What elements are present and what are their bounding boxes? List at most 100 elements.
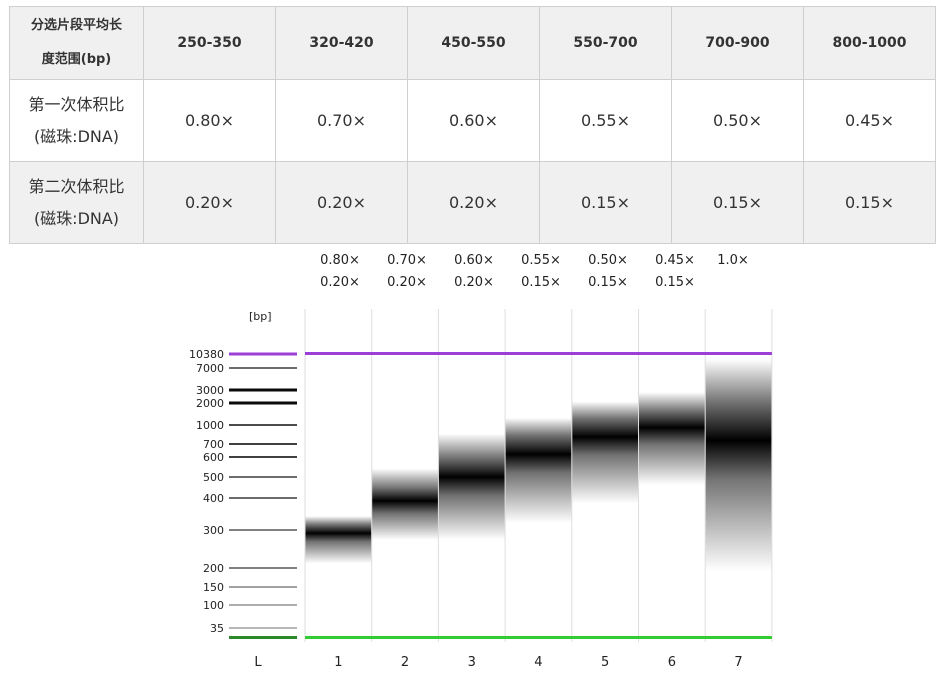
sample-smear-lane-6 <box>639 392 705 485</box>
ladder-size-label: 500 <box>203 471 224 484</box>
sample-smear-lane-1 <box>305 516 372 564</box>
ladder-band <box>229 586 297 588</box>
size-range-header: 450-550 <box>407 6 540 80</box>
lane-number-label: 2 <box>401 655 409 670</box>
row-label-line-1: 第二次体积比 <box>28 176 125 196</box>
sample-smear-lane-2 <box>372 468 438 540</box>
ratio-cell: 0.50× <box>671 79 804 162</box>
upper-marker-line <box>305 352 772 355</box>
lane-number-label: 5 <box>601 655 609 670</box>
ladder-size-label: 10380 <box>189 348 224 361</box>
row-label-cell: 第一次体积比 (磁珠:DNA) <box>9 79 144 162</box>
second-ratio-text: 0.20× <box>320 275 360 290</box>
ladder-size-label: 300 <box>203 524 224 537</box>
ladder-size-label: 1000 <box>196 419 224 432</box>
lane-ratio-label: 0.55× 0.15× <box>516 250 566 294</box>
sample-smear-lane-3 <box>438 433 505 540</box>
ratio-cell: 0.60× <box>407 79 540 162</box>
lane-ratio-label: 1.0× <box>708 250 758 272</box>
header-label-cell: 分选片段平均长 度范围(bp) <box>9 6 144 80</box>
second-ratio-text: 0.15× <box>521 275 561 290</box>
sample-smear-lane-5 <box>572 401 638 504</box>
lane-number-label: 6 <box>668 655 676 670</box>
ladder-band <box>229 388 297 392</box>
ratio-cell: 0.45× <box>803 79 936 162</box>
ratio-cell: 0.20× <box>275 161 408 244</box>
lane-number-label: 3 <box>468 655 476 670</box>
gel-labels: [bp] L 1 2 3 4 5 6 7 <box>249 310 743 670</box>
ladder-band <box>229 443 297 445</box>
ladder-lane-background <box>229 309 297 642</box>
lane-background <box>305 309 372 642</box>
lower-marker-line <box>305 636 772 639</box>
lane-number-label: 7 <box>734 655 742 670</box>
gel-unit-label: [bp] <box>249 310 272 323</box>
lane-number-label: 4 <box>534 655 542 670</box>
ladder-band <box>229 401 297 405</box>
sample-smears <box>305 359 772 572</box>
table-row-second-ratio: 第二次体积比 (磁珠:DNA) 0.20× 0.20× 0.20× 0.15× … <box>9 161 936 244</box>
ladder-size-label: 3000 <box>196 384 224 397</box>
first-ratio-text: 0.55× <box>521 253 561 268</box>
ladder-size-label: 600 <box>203 451 224 464</box>
ratio-cell: 0.70× <box>275 79 408 162</box>
size-range-header: 800-1000 <box>803 6 936 80</box>
first-ratio-text: 1.0× <box>717 253 749 268</box>
second-ratio-text: 0.15× <box>655 275 695 290</box>
ladder-band <box>229 424 297 426</box>
ladder-lower-marker <box>229 636 297 639</box>
ladder-size-label: 7000 <box>196 362 224 375</box>
header-label-line-1: 分选片段平均长 <box>30 18 122 33</box>
ratio-cell: 0.20× <box>143 161 276 244</box>
ladder-size-label: 150 <box>203 581 224 594</box>
ladder-size-label: 400 <box>203 492 224 505</box>
marker-lines <box>305 352 772 639</box>
size-range-header: 320-420 <box>275 6 408 80</box>
lane-ratio-label: 0.45× 0.15× <box>650 250 700 294</box>
row-label-line-1: 第一次体积比 <box>28 94 125 114</box>
first-ratio-text: 0.50× <box>588 253 628 268</box>
ladder-band <box>229 367 297 369</box>
second-ratio-text: 0.15× <box>588 275 628 290</box>
ladder-band <box>229 529 297 531</box>
table-row-first-ratio: 第一次体积比 (磁珠:DNA) 0.80× 0.70× 0.60× 0.55× … <box>9 79 936 162</box>
ratio-cell: 0.15× <box>803 161 936 244</box>
lane-number-label: 1 <box>334 655 342 670</box>
ladder-size-label: 100 <box>203 599 224 612</box>
lane-ratio-label: 0.80× 0.20× <box>315 250 365 294</box>
lane-ratio-label: 0.70× 0.20× <box>382 250 432 294</box>
first-ratio-text: 0.70× <box>387 253 427 268</box>
ladder-band <box>229 627 297 629</box>
header-label-line-2: 度范围(bp) <box>41 52 112 67</box>
second-ratio-text: 0.20× <box>387 275 427 290</box>
first-ratio-text: 0.45× <box>655 253 695 268</box>
ladder-band <box>229 456 297 458</box>
ladder-band <box>229 604 297 606</box>
ratio-cell: 0.80× <box>143 79 276 162</box>
ladder-band <box>229 476 297 478</box>
ladder-lane-label: L <box>254 655 262 670</box>
ladder-size-label: 35 <box>210 622 224 635</box>
size-range-header: 550-700 <box>539 6 672 80</box>
ratio-cell: 0.55× <box>539 79 672 162</box>
first-ratio-text: 0.80× <box>320 253 360 268</box>
second-ratio-text: 0.20× <box>454 275 494 290</box>
size-selection-table: 分选片段平均长 度范围(bp) 250-350 320-420 450-550 … <box>9 6 936 244</box>
ladder-band <box>229 567 297 569</box>
ladder-size-label: 200 <box>203 562 224 575</box>
lane-ratio-label: 0.60× 0.20× <box>449 250 499 294</box>
ladder-band <box>229 497 297 499</box>
row-label-line-2: (磁珠:DNA) <box>33 208 120 228</box>
row-label-cell: 第二次体积比 (磁珠:DNA) <box>9 161 144 244</box>
sample-smear-lane-4 <box>505 417 572 523</box>
lane-ratio-label: 0.50× 0.15× <box>583 250 633 294</box>
ladder-size-label: 2000 <box>196 397 224 410</box>
ladder-size-label: 700 <box>203 438 224 451</box>
ratio-cell: 0.15× <box>539 161 672 244</box>
ratio-cell: 0.15× <box>671 161 804 244</box>
table-header-row: 分选片段平均长 度范围(bp) 250-350 320-420 450-550 … <box>9 6 936 80</box>
row-label-line-2: (磁珠:DNA) <box>33 126 120 146</box>
first-ratio-text: 0.60× <box>454 253 494 268</box>
